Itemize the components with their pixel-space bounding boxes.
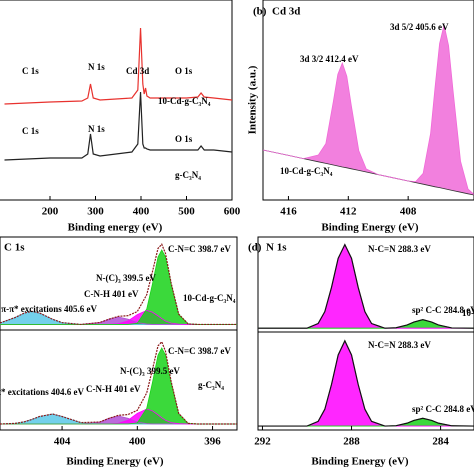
plot-frame: [262, 0, 474, 201]
annotation: O 1s: [175, 66, 193, 76]
panel-label: (b): [253, 6, 267, 18]
annotation: N 1s: [88, 124, 105, 134]
area-fill: [258, 418, 474, 427]
annotation: π-π* excitations 405.6 eV: [1, 304, 97, 314]
area-fill: [258, 319, 474, 329]
area-fill: [0, 414, 237, 424]
x-tick-label: 412: [340, 206, 357, 218]
x-tick-label: 400: [133, 206, 150, 218]
annotation: 10-Cd-g-C₃N₄: [158, 96, 211, 106]
plot-frame: [257, 331, 474, 431]
annotation: N 1s: [88, 62, 105, 72]
x-tick-label: 600: [224, 206, 241, 218]
annotation: N-C=N 288.3 eV: [368, 340, 431, 350]
plot-frame: [0, 329, 238, 431]
area-fill: [0, 311, 237, 325]
x-tick-label: 400: [129, 436, 146, 448]
annotation: sp² C-C 284.8 eV: [412, 404, 474, 414]
annotation: sp² C-C 284.8 eV: [412, 305, 474, 315]
annotation: 10-Cd-g-C₃N₄: [280, 166, 333, 176]
x-tick-label: 292: [254, 436, 271, 448]
component-line: [0, 249, 237, 325]
x-axis-label: Binding Energy (eV): [66, 456, 164, 468]
annotation: C-N=C 398.7 eV: [168, 346, 231, 356]
x-axis-label: Binding Energy (eV): [311, 456, 409, 468]
spectrum-line: [0, 243, 237, 326]
area-fill: [0, 416, 237, 424]
annotation: 10-Cd-g-C₃N₄: [183, 293, 236, 303]
component-line: [262, 24, 474, 195]
annotation: O 1s: [175, 134, 193, 144]
panel-title: N 1s: [266, 242, 287, 254]
spectrum-line: [0, 340, 237, 425]
annotation: C 1s: [22, 126, 39, 136]
annotation: N-C=N 288.3 eV: [368, 244, 431, 254]
spectrum-line: [258, 243, 474, 329]
annotation: g-C₃N₄: [198, 380, 224, 390]
x-tick-label: 288: [343, 436, 360, 448]
panel-title: Cd 3d: [272, 6, 300, 18]
annotation: N-(C)₃ 399.5 eV: [120, 366, 180, 376]
area-fill: [263, 25, 474, 195]
annotation: N-(C)₃ 399.5 eV: [96, 273, 156, 283]
annotation: 3d 5/2 405.6 eV: [390, 22, 449, 32]
annotation: π-π* excitations 404.6 eV: [0, 387, 84, 397]
x-tick-label: 396: [204, 436, 221, 448]
annotation: g-C₃N₄: [175, 170, 201, 180]
annotation: Cd 3d: [126, 66, 149, 76]
panel-title: C 1s: [4, 242, 25, 254]
x-tick-label: 300: [87, 206, 104, 218]
panel-label: (d): [248, 242, 262, 254]
x-tick-label: 500: [178, 206, 195, 218]
spectrum-line: [4, 91, 233, 161]
area-fill: [0, 316, 237, 325]
spectrum-line: [4, 27, 233, 105]
annotation: C 1s: [22, 66, 39, 76]
annotation: C-N-H 401 eV: [86, 384, 141, 394]
annotation: C-N=C 398.7 eV: [168, 244, 231, 254]
x-tick-label: 284: [432, 436, 449, 448]
annotation: 3d 3/2 412.4 eV: [300, 54, 359, 64]
spectrum-line: [258, 339, 474, 427]
y-axis-label: Intensity (a.u.): [247, 65, 259, 134]
x-tick-label: 200: [42, 206, 59, 218]
x-axis-label: Binding Energy (eV): [321, 222, 419, 234]
x-tick-label: 416: [280, 206, 297, 218]
x-tick-label: 408: [400, 206, 417, 218]
annotation: 10-Cd-g-C₃N₄: [462, 308, 474, 318]
x-tick-label: 404: [54, 436, 71, 448]
annotation: C-N-H 401 eV: [84, 289, 139, 299]
x-axis-label: Binding energy (eV): [68, 222, 163, 234]
